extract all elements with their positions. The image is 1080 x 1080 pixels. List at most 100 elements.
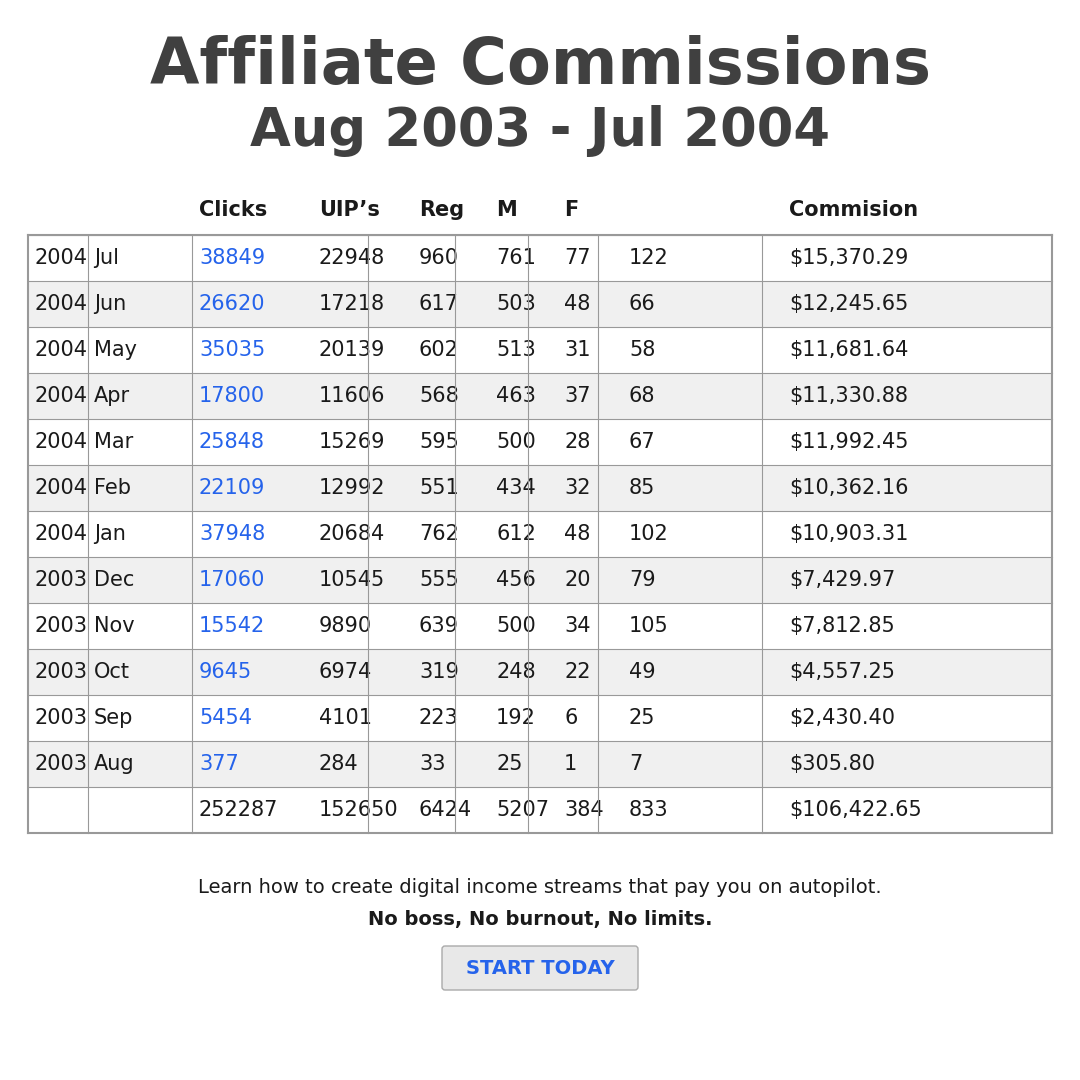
Text: 5207: 5207 [496, 800, 549, 820]
Text: 22109: 22109 [199, 478, 266, 498]
Text: 77: 77 [564, 248, 591, 268]
Text: Learn how to create digital income streams that pay you on autopilot.: Learn how to create digital income strea… [199, 878, 881, 897]
Text: 152650: 152650 [319, 800, 399, 820]
Text: Sep: Sep [94, 708, 133, 728]
Text: 12992: 12992 [319, 478, 386, 498]
Text: 6: 6 [564, 708, 578, 728]
Text: 22948: 22948 [319, 248, 386, 268]
Text: 500: 500 [496, 432, 536, 453]
Text: 17218: 17218 [319, 294, 386, 314]
Text: 513: 513 [496, 340, 536, 360]
Text: 456: 456 [496, 570, 536, 590]
Text: 25: 25 [629, 708, 656, 728]
Text: 762: 762 [419, 524, 459, 544]
Text: 20684: 20684 [319, 524, 386, 544]
Text: 192: 192 [496, 708, 536, 728]
Bar [28, 557, 1052, 603]
Text: 761: 761 [496, 248, 536, 268]
Text: 31: 31 [564, 340, 591, 360]
Text: Jul: Jul [94, 248, 119, 268]
Text: 20: 20 [564, 570, 591, 590]
Text: May: May [94, 340, 137, 360]
Text: No boss, No burnout, No limits.: No boss, No burnout, No limits. [368, 910, 712, 929]
Text: Jun: Jun [94, 294, 126, 314]
Bar [28, 327, 1052, 373]
Text: Dec: Dec [94, 570, 134, 590]
Text: 2003: 2003 [33, 754, 87, 774]
Text: 248: 248 [496, 662, 536, 681]
Text: 105: 105 [629, 616, 669, 636]
Bar [28, 419, 1052, 465]
Text: 102: 102 [629, 524, 669, 544]
Text: $305.80: $305.80 [789, 754, 875, 774]
Text: 68: 68 [629, 386, 656, 406]
Text: Aug 2003 - Jul 2004: Aug 2003 - Jul 2004 [249, 105, 831, 157]
Text: 2003: 2003 [33, 570, 87, 590]
Text: 66: 66 [629, 294, 656, 314]
Text: 595: 595 [419, 432, 459, 453]
Text: 551: 551 [419, 478, 459, 498]
Text: 48: 48 [564, 294, 591, 314]
Text: 15542: 15542 [199, 616, 266, 636]
Text: 2004: 2004 [33, 432, 87, 453]
Text: 38849: 38849 [199, 248, 265, 268]
Text: START TODAY: START TODAY [465, 959, 615, 977]
Text: $7,429.97: $7,429.97 [789, 570, 895, 590]
Text: $11,992.45: $11,992.45 [789, 432, 908, 453]
Text: Commision: Commision [789, 200, 918, 220]
Text: 10545: 10545 [319, 570, 386, 590]
Text: 5454: 5454 [199, 708, 252, 728]
Text: Jan: Jan [94, 524, 126, 544]
Text: 2003: 2003 [33, 708, 87, 728]
Bar [28, 465, 1052, 511]
Text: F: F [564, 200, 578, 220]
Text: 6424: 6424 [419, 800, 472, 820]
Bar [28, 741, 1052, 787]
Bar [28, 696, 1052, 741]
Text: 2004: 2004 [33, 386, 87, 406]
Text: 37: 37 [564, 386, 591, 406]
Text: 6974: 6974 [319, 662, 373, 681]
Text: 2004: 2004 [33, 248, 87, 268]
Text: 35035: 35035 [199, 340, 266, 360]
Text: Reg: Reg [419, 200, 464, 220]
Text: $4,557.25: $4,557.25 [789, 662, 895, 681]
Text: 122: 122 [629, 248, 669, 268]
Text: 602: 602 [419, 340, 459, 360]
Text: $11,681.64: $11,681.64 [789, 340, 908, 360]
Text: 4101: 4101 [319, 708, 372, 728]
Text: 500: 500 [496, 616, 536, 636]
Text: 34: 34 [564, 616, 591, 636]
Text: 2004: 2004 [33, 524, 87, 544]
Text: 2004: 2004 [33, 294, 87, 314]
Text: 223: 223 [419, 708, 459, 728]
Text: 33: 33 [419, 754, 446, 774]
Text: 2004: 2004 [33, 478, 87, 498]
Text: Apr: Apr [94, 386, 130, 406]
Bar [28, 649, 1052, 696]
Text: 15269: 15269 [319, 432, 386, 453]
Text: 284: 284 [319, 754, 359, 774]
Text: 9645: 9645 [199, 662, 253, 681]
Text: 85: 85 [629, 478, 656, 498]
Text: 463: 463 [496, 386, 536, 406]
FancyBboxPatch shape [442, 946, 638, 990]
Text: $15,370.29: $15,370.29 [789, 248, 908, 268]
Text: 434: 434 [496, 478, 536, 498]
Text: 25848: 25848 [199, 432, 265, 453]
Text: Feb: Feb [94, 478, 131, 498]
Text: 37948: 37948 [199, 524, 266, 544]
Text: $7,812.85: $7,812.85 [789, 616, 894, 636]
Text: 67: 67 [629, 432, 656, 453]
Text: $12,245.65: $12,245.65 [789, 294, 908, 314]
Text: 32: 32 [564, 478, 591, 498]
Text: 252287: 252287 [199, 800, 279, 820]
Text: 2003: 2003 [33, 662, 87, 681]
Text: 17800: 17800 [199, 386, 265, 406]
Text: 960: 960 [419, 248, 459, 268]
Bar [28, 235, 1052, 281]
Text: 49: 49 [629, 662, 656, 681]
Text: $2,430.40: $2,430.40 [789, 708, 895, 728]
Text: 7: 7 [629, 754, 643, 774]
Text: $10,362.16: $10,362.16 [789, 478, 908, 498]
